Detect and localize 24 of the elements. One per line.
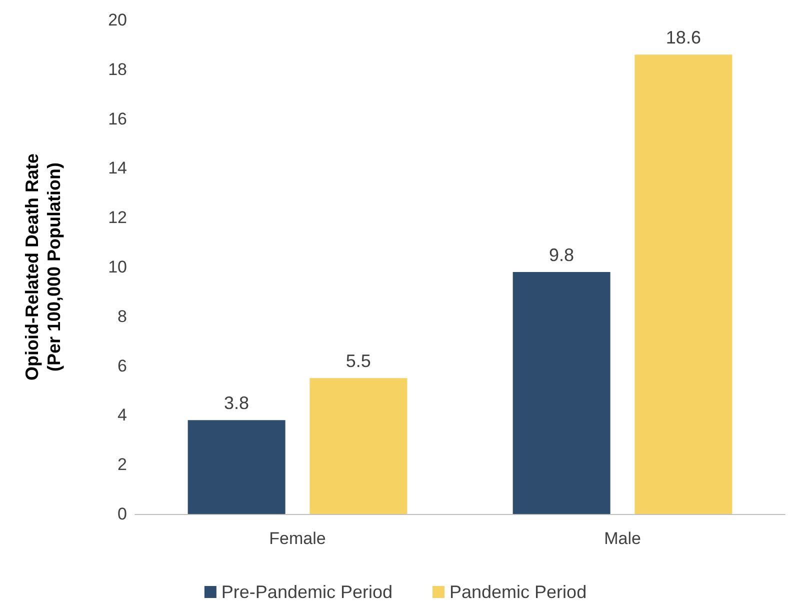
- y-tick-label: 4: [118, 406, 127, 425]
- bar: [634, 54, 732, 514]
- x-tick-label: Male: [604, 529, 641, 548]
- x-tick-label: Female: [269, 529, 326, 548]
- legend-label: Pre-Pandemic Period: [221, 582, 393, 602]
- y-axis-title: Opioid-Related Death Rate (Per 100,000 Population): [22, 153, 64, 381]
- y-tick-label: 0: [118, 504, 127, 524]
- bar: [512, 272, 610, 514]
- data-label: 3.8: [224, 393, 250, 414]
- y-tick-label: 6: [118, 356, 127, 376]
- bar: [188, 420, 286, 514]
- y-tick-label: 20: [108, 10, 127, 30]
- y-tick-label: 18: [108, 60, 127, 79]
- y-tick-label: 8: [118, 306, 127, 326]
- y-tick-label: 14: [108, 158, 127, 178]
- y-tick-label: 12: [108, 208, 127, 228]
- y-tick-label: 2: [118, 455, 127, 474]
- y-tick-label: 16: [108, 109, 127, 128]
- bar: [310, 378, 408, 514]
- legend-label: Pandemic Period: [450, 582, 587, 602]
- data-label: 18.6: [666, 28, 701, 48]
- data-label: 5.5: [346, 351, 371, 372]
- data-label: 9.8: [549, 244, 574, 265]
- y-tick-label: 10: [108, 258, 127, 276]
